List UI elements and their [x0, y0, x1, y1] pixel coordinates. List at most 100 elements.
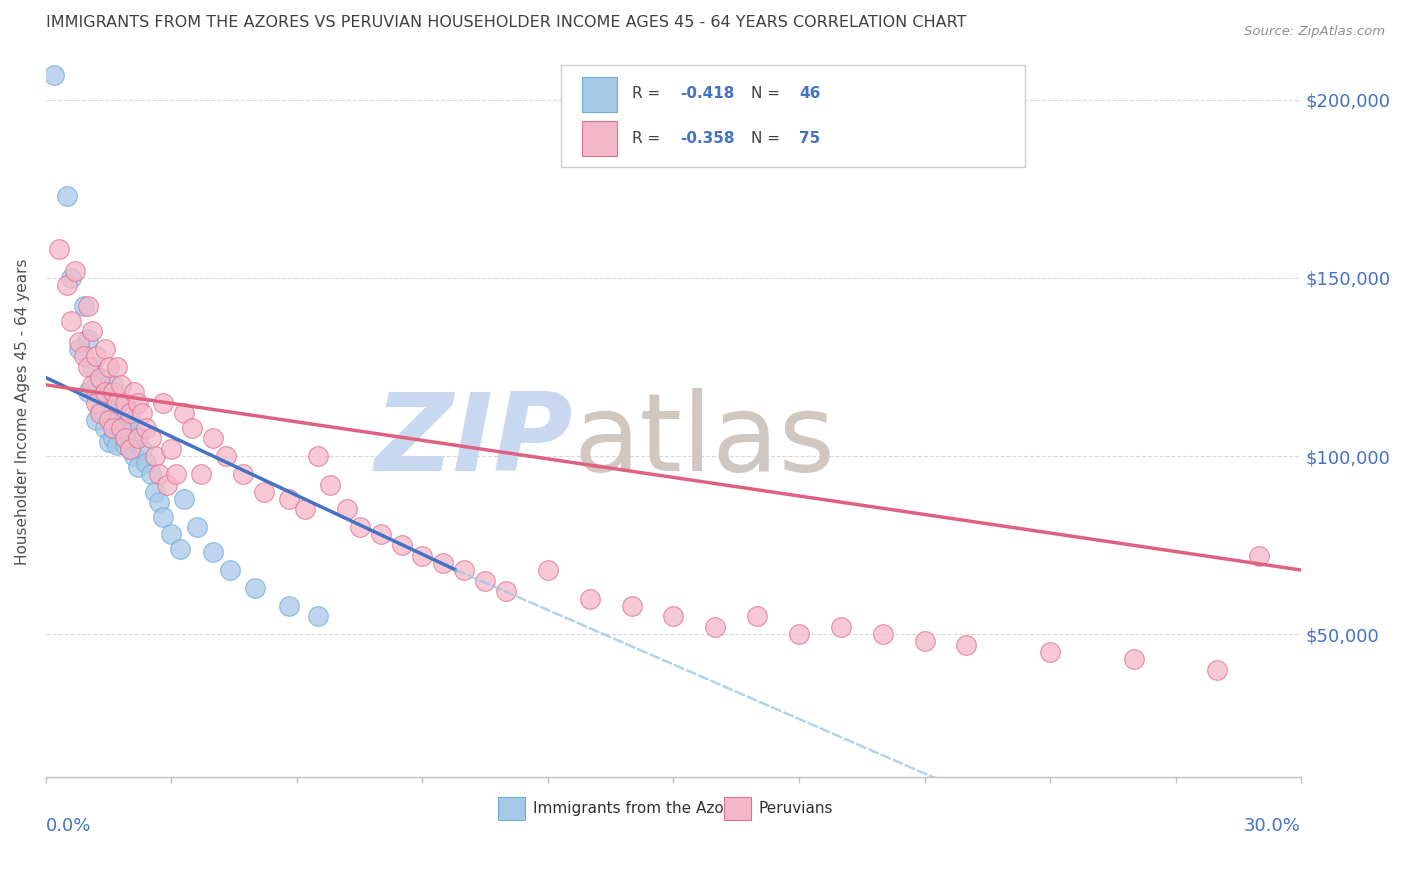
Point — [56, 189, 79, 203]
Point — [294, 502, 316, 516]
Point — [127, 459, 149, 474]
Point — [1206, 663, 1229, 677]
Point — [662, 609, 685, 624]
Point — [122, 384, 145, 399]
Point — [252, 484, 274, 499]
Point — [44, 68, 66, 82]
Point — [48, 243, 70, 257]
Point — [215, 449, 238, 463]
Point — [1039, 645, 1062, 659]
Text: 75: 75 — [799, 131, 820, 146]
Point — [84, 377, 107, 392]
Point — [65, 264, 87, 278]
Point — [370, 527, 392, 541]
Point — [127, 431, 149, 445]
Point — [118, 442, 141, 456]
Point — [56, 278, 79, 293]
Point — [105, 413, 128, 427]
Point — [101, 420, 124, 434]
Point — [76, 332, 98, 346]
Point — [1249, 549, 1271, 563]
Point — [114, 431, 136, 445]
Text: R =: R = — [633, 131, 665, 146]
Point — [319, 477, 342, 491]
Point — [152, 509, 174, 524]
FancyBboxPatch shape — [498, 797, 526, 821]
Point — [181, 420, 204, 434]
Point — [307, 449, 329, 463]
Text: ZIP: ZIP — [375, 388, 574, 494]
Point — [156, 477, 179, 491]
Point — [537, 563, 560, 577]
Point — [787, 627, 810, 641]
Point — [143, 449, 166, 463]
Point — [127, 395, 149, 409]
Point — [143, 484, 166, 499]
Text: N =: N = — [751, 131, 785, 146]
Point — [160, 442, 183, 456]
Point — [139, 431, 162, 445]
Point — [122, 449, 145, 463]
Point — [60, 314, 83, 328]
Point — [105, 438, 128, 452]
Point — [105, 359, 128, 374]
Point — [620, 599, 643, 613]
Point — [135, 420, 157, 434]
Point — [76, 300, 98, 314]
Point — [139, 467, 162, 481]
Point — [101, 384, 124, 399]
Point — [411, 549, 433, 563]
Point — [243, 581, 266, 595]
Text: 46: 46 — [799, 86, 820, 101]
Point — [97, 413, 120, 427]
Point — [80, 325, 103, 339]
Text: Peruvians: Peruvians — [759, 801, 834, 816]
Point — [277, 599, 299, 613]
Point — [89, 370, 111, 384]
Point — [152, 395, 174, 409]
Point — [830, 620, 852, 634]
FancyBboxPatch shape — [724, 797, 751, 821]
Point — [118, 413, 141, 427]
Point — [110, 424, 132, 438]
Point — [72, 300, 94, 314]
Point — [93, 384, 115, 399]
Point — [84, 413, 107, 427]
Point — [202, 431, 225, 445]
Point — [872, 627, 894, 641]
Point — [432, 556, 454, 570]
Point — [165, 467, 187, 481]
Point — [69, 334, 91, 349]
Point — [97, 434, 120, 449]
Point — [169, 541, 191, 556]
Point — [914, 634, 936, 648]
Point — [131, 442, 153, 456]
Point — [955, 638, 977, 652]
Point — [704, 620, 727, 634]
Point — [89, 402, 111, 417]
Point — [277, 491, 299, 506]
Point — [60, 271, 83, 285]
Point — [232, 467, 254, 481]
Text: atlas: atlas — [574, 388, 835, 494]
Point — [80, 359, 103, 374]
Point — [127, 431, 149, 445]
Text: IMMIGRANTS FROM THE AZORES VS PERUVIAN HOUSEHOLDER INCOME AGES 45 - 64 YEARS COR: IMMIGRANTS FROM THE AZORES VS PERUVIAN H… — [46, 15, 966, 30]
Point — [97, 395, 120, 409]
Point — [69, 342, 91, 356]
Point — [307, 609, 329, 624]
Point — [391, 538, 413, 552]
Point — [101, 377, 124, 392]
Point — [84, 395, 107, 409]
Point — [101, 431, 124, 445]
Text: 0.0%: 0.0% — [46, 817, 91, 835]
Y-axis label: Householder Income Ages 45 - 64 years: Householder Income Ages 45 - 64 years — [15, 259, 30, 565]
Point — [110, 395, 132, 409]
Point — [114, 438, 136, 452]
Point — [474, 574, 496, 588]
Point — [495, 584, 517, 599]
Point — [190, 467, 212, 481]
FancyBboxPatch shape — [582, 77, 617, 112]
Point — [97, 359, 120, 374]
Point — [76, 359, 98, 374]
